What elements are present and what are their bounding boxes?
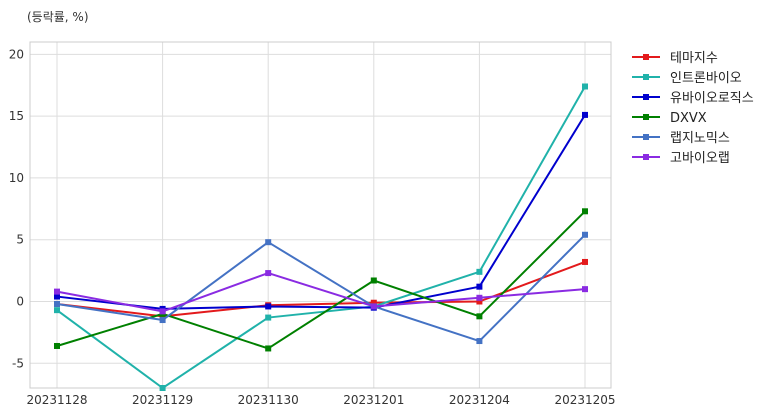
y-tick-label: 20	[9, 47, 24, 61]
legend-swatch-marker	[643, 134, 649, 140]
data-point	[265, 239, 272, 246]
x-tick-label: 20231129	[132, 393, 193, 407]
series-line	[56, 234, 586, 343]
y-tick-label: 15	[9, 109, 24, 123]
legend-label: 고바이오랩	[670, 151, 730, 166]
y-tick-label: 0	[16, 295, 24, 309]
y-tick-label: 10	[9, 171, 24, 185]
plot-frame	[29, 41, 612, 389]
data-point	[582, 231, 588, 238]
x-tick-label: 20231128	[26, 393, 87, 407]
grid-lines	[30, 42, 611, 388]
data-point	[476, 338, 483, 345]
x-tick-label: 20231205	[554, 393, 615, 407]
data-point	[370, 299, 377, 306]
plot-area	[30, 42, 611, 388]
legend-item: 고바이오랩	[632, 151, 730, 166]
data-point	[265, 303, 272, 310]
data-point	[54, 288, 60, 295]
legend-label: 테마지수	[670, 51, 718, 66]
data-point	[476, 283, 483, 290]
legend-swatch-marker	[643, 154, 649, 160]
legend-label: 유바이오로직스	[670, 91, 754, 106]
data-point	[54, 307, 60, 314]
x-tick-label: 20231201	[343, 393, 404, 407]
legend-item: DXVX	[632, 111, 707, 126]
series-layer	[54, 83, 588, 391]
data-point	[265, 345, 272, 352]
data-point	[54, 293, 60, 300]
legend-swatch-marker	[643, 94, 649, 100]
legend-item: 테마지수	[632, 51, 718, 66]
series-line	[56, 85, 586, 389]
legend-label: 인트론바이오	[670, 71, 742, 86]
data-point	[265, 314, 272, 321]
legend-swatch-marker	[643, 74, 649, 80]
x-tick-label: 20231130	[238, 393, 299, 407]
data-point	[159, 385, 166, 391]
data-point	[582, 111, 588, 118]
y-axis: -5 0 5 10 15 20	[9, 47, 24, 370]
legend-label: DXVX	[670, 111, 707, 126]
y-tick-label: 5	[16, 233, 24, 247]
data-point	[54, 342, 60, 349]
data-point	[582, 208, 588, 215]
data-point	[476, 298, 483, 305]
data-point	[159, 317, 166, 324]
series-line	[56, 210, 586, 350]
legend-label: 랩지노믹스	[670, 131, 730, 146]
series-line	[56, 261, 586, 318]
legend-item: 랩지노믹스	[632, 131, 730, 146]
series-line	[56, 272, 586, 313]
data-point	[476, 313, 483, 320]
data-point	[476, 294, 483, 301]
data-point	[582, 286, 588, 293]
legend-item: 유바이오로직스	[632, 91, 754, 106]
legend-item: 인트론바이오	[632, 71, 742, 86]
data-point	[582, 258, 588, 265]
series-고바이오랩	[54, 270, 588, 315]
data-point	[159, 308, 166, 315]
data-point	[54, 300, 60, 307]
y-tick-label: -5	[12, 356, 24, 370]
x-tick-label: 20231204	[449, 393, 510, 407]
legend-swatch-marker	[643, 114, 649, 120]
unit-label: (등락률, %)	[27, 10, 89, 24]
data-point	[370, 277, 377, 284]
legend-swatch-marker	[643, 54, 649, 60]
data-point	[265, 270, 272, 277]
data-point	[370, 303, 377, 310]
x-axis: 20231128 20231129 20231130 20231201 20231204…	[26, 393, 615, 407]
data-point	[476, 268, 483, 275]
series-line	[56, 114, 586, 310]
data-point	[582, 83, 588, 90]
